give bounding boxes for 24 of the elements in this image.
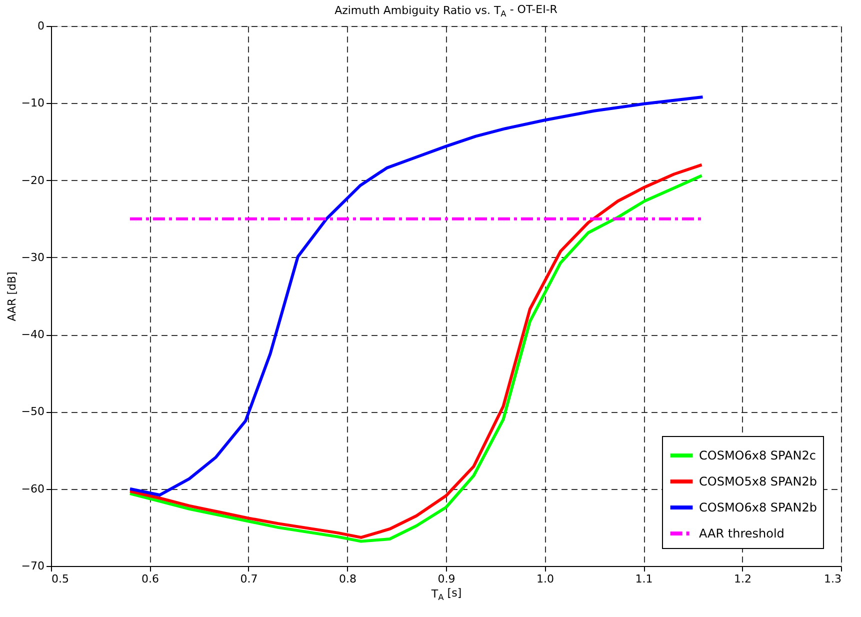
x-axis-title: T$_{A}$ [s]	[430, 586, 462, 602]
y-tick-label: 0	[38, 20, 44, 32]
y-tick-label: −50	[21, 405, 44, 418]
x-tick-label: 0.9	[438, 572, 456, 586]
x-tick-label: 0.7	[240, 572, 258, 586]
y-tick-label: −40	[21, 328, 44, 342]
y-tick-label: −30	[21, 250, 44, 264]
chart-title: Azimuth Ambiguity Ratio vs. T$_{A}$ - OT-EI-R	[334, 3, 558, 18]
x-tick-label: 0.6	[142, 572, 159, 586]
y-axis-title: AAR [dB]	[5, 272, 18, 322]
legend-label: COSMO5x8 SPAN2b	[699, 474, 817, 488]
legend-label: COSMO6x8 SPAN2c	[699, 448, 816, 462]
legend-label: COSMO6x8 SPAN2b	[699, 500, 817, 514]
y-tick-label: −10	[21, 96, 44, 110]
y-tick-label: −20	[21, 174, 44, 187]
x-tick-label: 0.5	[52, 572, 69, 586]
x-tick-label: 1.2	[734, 572, 752, 586]
x-tick-label: 1.1	[635, 572, 653, 586]
y-tick-label: −60	[21, 482, 44, 496]
x-tick-label: 1.3	[824, 572, 842, 586]
legend-label: AAR threshold	[699, 526, 784, 540]
x-tick-label: 1.0	[536, 572, 554, 586]
x-tick-label: 0.8	[339, 572, 356, 586]
y-tick-label: −70	[21, 560, 44, 572]
